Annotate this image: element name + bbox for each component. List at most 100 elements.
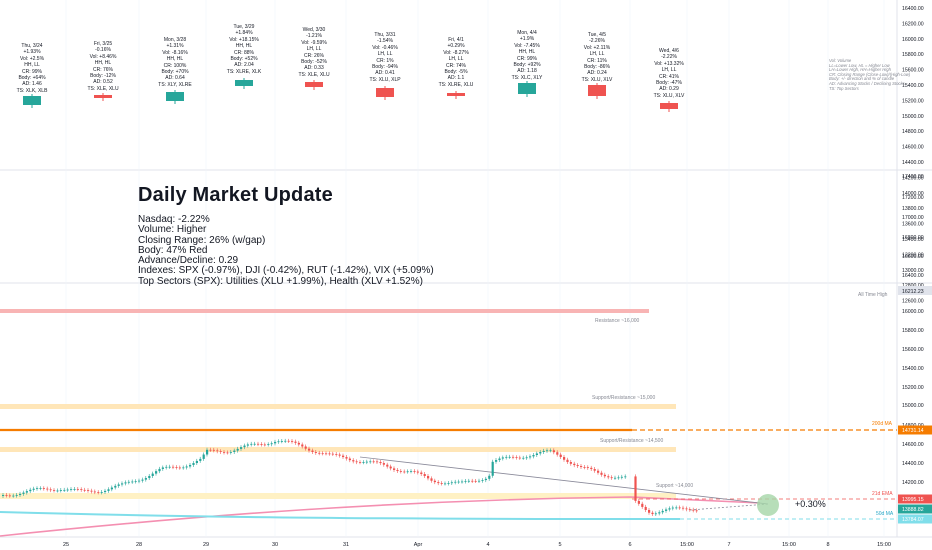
price-candle (93, 491, 96, 493)
summary-line: Top Sectors (SPX): Utilities (XLU +1.99%… (138, 275, 423, 287)
resistance-band-16000 (0, 309, 649, 313)
y-tick-top: 13800.00 (902, 206, 924, 212)
card-line: TS: XLE, XLU (87, 85, 119, 92)
price-candle (525, 457, 528, 459)
day-card: Mon, 4/4 +1.9% Vol: -7.45% HH, HL CR: 99% Bod… (496, 30, 558, 81)
card-line: AD: 0.24 (587, 70, 607, 77)
price-candle (236, 448, 239, 451)
price-candle (158, 468, 161, 472)
price-candle (83, 489, 86, 491)
x-tick: 28 (136, 542, 142, 548)
price-candle (556, 452, 559, 455)
card-candle-body (305, 82, 323, 87)
y-tick-bottom: 15800.00 (902, 328, 924, 334)
card-line: TS: XLU, XLV (653, 92, 685, 99)
card-line: TS: XLRE, XLU (438, 81, 474, 88)
price-candle (141, 479, 144, 481)
ma200-price-box (898, 425, 932, 435)
price-candle (685, 508, 688, 510)
last-price-box (898, 504, 932, 514)
card-line: LH, LL (661, 67, 677, 74)
card-line: HH, HL (166, 56, 184, 63)
card-line: LH, LL (589, 51, 605, 58)
price-candle (216, 450, 219, 452)
ma50-line (0, 511, 680, 520)
price-candle (338, 454, 341, 456)
y-tick-bottom: 15000.00 (902, 403, 924, 409)
price-candle (270, 443, 273, 445)
price-candle (151, 473, 154, 476)
price-candle (172, 466, 175, 468)
price-candle (206, 449, 209, 455)
price-candle (8, 495, 11, 497)
price-candle (535, 453, 538, 455)
day-card: Mon, 3/28 +1.31% Vol: -8.16% HH, HL CR: 100%… (144, 37, 206, 88)
y-tick-bottom: 17000.00 (902, 215, 924, 221)
card-line: TS: XLU, XLV (581, 76, 613, 83)
card-line: +0.29% (447, 43, 465, 50)
price-candle (423, 474, 426, 477)
price-candle (263, 444, 266, 446)
y-tick-top: 13400.00 (902, 237, 924, 243)
price-candle (189, 464, 192, 467)
price-candle (311, 450, 314, 452)
price-candle (600, 472, 603, 475)
price-candle (624, 476, 627, 478)
card-line: CR: 26% (303, 52, 324, 59)
card-line: Body: -94% (372, 64, 398, 71)
price-candle (637, 500, 640, 504)
card-candle-body (588, 85, 606, 96)
card-line: CR: 11% (587, 57, 607, 64)
day-card: Thu, 3/31 -1.54% Vol: -0.46% LH, LL CR: 1% Bo… (354, 32, 416, 83)
trendline (359, 456, 769, 505)
y-tick-bottom: 16600.00 (902, 254, 924, 260)
price-candle (461, 481, 464, 483)
price-candle (481, 480, 484, 481)
price-candle (100, 492, 103, 493)
card-line: Vol: -9.59% (301, 39, 327, 46)
card-line: Thu, 3/31 (374, 32, 396, 38)
price-candle (155, 471, 158, 474)
price-candle (420, 472, 423, 475)
price-candle (342, 455, 345, 458)
price-candle (144, 478, 147, 480)
price-candle (620, 476, 623, 478)
price-candle (682, 507, 685, 509)
price-candle (165, 466, 168, 468)
card-line: CR: 74% (445, 62, 466, 69)
projection-line (689, 503, 769, 511)
price-candle (161, 467, 164, 469)
price-candle (563, 457, 566, 460)
x-tick: 15:00 (680, 542, 694, 548)
x-tick: 30 (272, 542, 278, 548)
price-candle (607, 476, 610, 478)
price-candle (447, 483, 450, 484)
price-candle (542, 450, 545, 453)
price-candle (321, 453, 324, 455)
price-candle (498, 458, 501, 461)
legend-line: CR: Closing Range (Close-Low)/(High-Low) (829, 71, 911, 77)
card-line: Body: +70% (161, 69, 189, 76)
card-line: AD: 1.1 (447, 75, 465, 82)
price-candle (437, 482, 440, 484)
price-candle (335, 454, 338, 455)
card-line: -1.54% (377, 38, 393, 45)
card-line: CR: 88% (233, 49, 254, 56)
price-candle (552, 450, 555, 453)
card-line: AD: 2.04 (234, 62, 254, 69)
price-candle (15, 495, 18, 496)
price-candle (410, 471, 413, 472)
price-candle (403, 471, 406, 473)
price-candle (386, 464, 389, 467)
card-line: -2.26% (589, 38, 605, 45)
card-line: CR: 41% (658, 73, 679, 80)
price-candle (178, 467, 181, 469)
price-candle (614, 477, 617, 479)
price-candle (97, 492, 100, 493)
y-tick-bottom: 15400.00 (902, 366, 924, 372)
card-line: AD: 0.29 (659, 86, 679, 93)
price-candle (250, 443, 253, 445)
card-candle-body (235, 80, 253, 86)
legend-line: Vol: Volume (829, 58, 852, 63)
price-candle (304, 446, 307, 449)
